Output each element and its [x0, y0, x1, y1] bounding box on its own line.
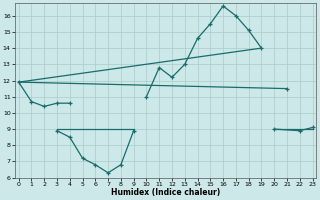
X-axis label: Humidex (Indice chaleur): Humidex (Indice chaleur): [111, 188, 220, 197]
